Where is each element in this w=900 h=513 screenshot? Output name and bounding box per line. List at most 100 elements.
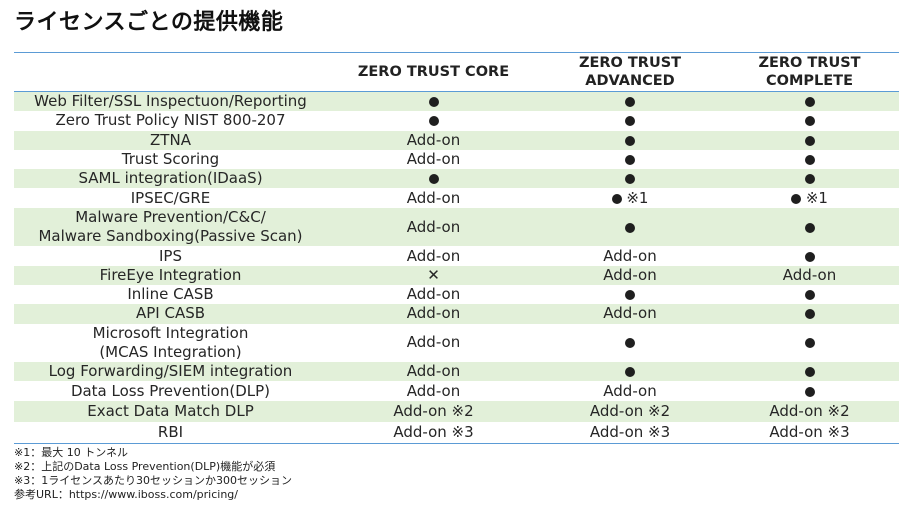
included-dot-icon: [625, 222, 635, 233]
footnotes: ※1：最大 10 トンネル ※2：上記のData Loss Prevention…: [14, 446, 292, 502]
table-row: Log Forwarding/SIEM integration Add-on: [14, 362, 899, 382]
complete-cell: ※1: [720, 188, 899, 207]
feature-name: Microsoft Integration (MCAS Integration): [92, 323, 249, 361]
table-row: Malware Prevention/C&C/Malware Sandboxin…: [14, 207, 899, 247]
header-zero-trust-advanced: ZERO TRUST ADVANCED: [540, 53, 720, 92]
page-title: ライセンスごとの提供機能: [14, 10, 284, 35]
included-dot-icon: [625, 135, 635, 146]
complete-cell: [720, 150, 899, 169]
table-row: RBI Add-on ※3 Add-on ※3 Add-on ※3: [14, 422, 899, 443]
complete-cell: Add-on ※2: [720, 400, 899, 422]
table-row: ZTNA Add-on: [14, 130, 899, 150]
core-cell: Add-on: [327, 304, 540, 324]
core-cell: Add-on: [406, 333, 461, 352]
advanced-cell: [540, 150, 720, 169]
feature-name: Data Loss Prevention(DLP): [70, 381, 271, 400]
advanced-cell: [540, 91, 720, 112]
core-cell: Add-on: [327, 207, 540, 247]
advanced-cell: [540, 285, 720, 304]
table-row: Microsoft Integration (MCAS Integration) A…: [14, 324, 899, 363]
feature-name: IPS: [159, 246, 182, 265]
core-cell: Add-on: [327, 130, 540, 150]
core-cell: ✕: [327, 265, 540, 285]
complete-cell: Add-on: [720, 265, 899, 285]
feature-name: IPSEC/GRE: [130, 188, 211, 207]
table-row: FireEye Integration ✕ Add-on Add-on: [14, 265, 899, 285]
feature-name: Inline CASB: [127, 285, 214, 304]
table-row: API CASB Add-on Add-on: [14, 304, 899, 324]
core-cell: [327, 111, 540, 130]
included-dot-icon: [804, 309, 815, 320]
included-dot-icon: [625, 174, 635, 185]
table-row: Inline CASB Add-on: [14, 285, 899, 304]
advanced-cell: [540, 207, 720, 247]
included-dot-icon: [625, 367, 635, 378]
complete-cell: [720, 207, 899, 247]
core-cell: Add-on: [406, 381, 461, 400]
included-dot-icon: [625, 338, 635, 349]
table-row: Trust Scoring Add-on: [14, 150, 899, 169]
complete-cell: [720, 285, 899, 304]
header-zero-trust-complete: ZERO TRUST COMPLETE: [720, 53, 899, 92]
included-dot-icon: [804, 251, 815, 262]
core-cell: Add-on: [406, 188, 461, 207]
feature-name: SAML integration(IDaaS): [14, 169, 327, 189]
included-dot-icon: [611, 193, 622, 204]
header-zero-trust-core: ZERO TRUST CORE: [327, 53, 540, 92]
included-dot-icon: [804, 116, 815, 127]
complete-cell: [720, 304, 899, 324]
license-feature-table: ZERO TRUST CORE ZERO TRUST ADVANCED ZERO …: [14, 52, 899, 444]
included-dot-icon: [804, 367, 815, 378]
complete-cell: [720, 111, 899, 130]
included-dot-icon: [625, 116, 635, 127]
complete-cell: [720, 362, 899, 382]
not-available-cross-icon: ✕: [427, 265, 440, 284]
feature-name: Malware Prevention/C&C/Malware Sandboxin…: [14, 207, 327, 247]
included-dot-icon: [791, 193, 802, 204]
table-body: Web Filter/SSL Inspectuon/Reporting Zero …: [14, 91, 899, 443]
feature-name: ZTNA: [14, 130, 327, 150]
included-dot-icon: [804, 290, 815, 301]
table-row: SAML integration(IDaaS): [14, 169, 899, 189]
included-dot-icon: [804, 222, 815, 233]
complete-cell: [720, 169, 899, 189]
table-header-row: ZERO TRUST CORE ZERO TRUST ADVANCED ZERO …: [14, 53, 899, 92]
included-dot-icon: [804, 338, 815, 349]
included-dot-icon: [804, 155, 815, 166]
included-dot-icon: [625, 97, 635, 108]
core-cell: Add-on: [327, 362, 540, 382]
advanced-cell: [540, 324, 720, 363]
complete-cell: [720, 324, 899, 363]
core-cell: Add-on: [406, 246, 461, 265]
table-row: Web Filter/SSL Inspectuon/Reporting: [14, 91, 899, 112]
feature-name: API CASB: [14, 304, 327, 324]
advanced-cell: [540, 111, 720, 130]
feature-name: Log Forwarding/SIEM integration: [14, 362, 327, 382]
included-dot-icon: [804, 135, 815, 146]
table-row: IPSEC/GRE Add-on ※1 ※1: [14, 188, 899, 207]
table-row: Data Loss Prevention(DLP) Add-on Add-on: [14, 381, 899, 400]
feature-name: Exact Data Match DLP: [14, 400, 327, 422]
advanced-cell: [540, 362, 720, 382]
feature-name: FireEye Integration: [14, 265, 327, 285]
footnote-reference-url: 参考URL：https://www.iboss.com/pricing/: [14, 488, 238, 501]
table-row: Exact Data Match DLP Add-on ※2 Add-on ※2 Ad…: [14, 400, 899, 422]
advanced-cell: [540, 169, 720, 189]
advanced-cell: Add-on: [540, 265, 720, 285]
footnote-1: ※1：最大 10 トンネル: [14, 446, 128, 459]
core-cell: Add-on: [406, 285, 461, 304]
complete-cell: Add-on ※3: [769, 422, 850, 441]
table-row: Zero Trust Policy NIST 800-207: [14, 111, 899, 130]
complete-cell: [720, 246, 899, 265]
complete-cell: [720, 91, 899, 112]
included-dot-icon: [804, 174, 815, 185]
feature-name: Trust Scoring: [121, 150, 220, 169]
advanced-cell: Add-on: [540, 304, 720, 324]
footnote-3: ※3：1ライセンスあたり30セッションか300セッション: [14, 474, 292, 487]
included-dot-icon: [428, 116, 439, 127]
table-row: IPS Add-on Add-on: [14, 246, 899, 265]
complete-cell: [720, 381, 899, 400]
feature-name: RBI: [157, 422, 184, 441]
advanced-cell: Add-on: [603, 381, 657, 400]
feature-name: Web Filter/SSL Inspectuon/Reporting: [14, 91, 327, 112]
